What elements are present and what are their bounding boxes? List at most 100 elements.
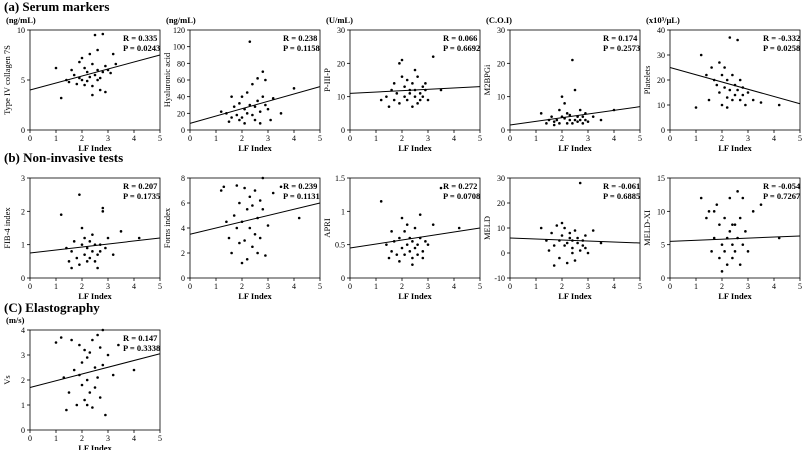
x-tick-label: 4 <box>772 134 776 143</box>
data-point <box>93 366 97 369</box>
y-tick-label: 10 <box>17 26 25 35</box>
section-title-non-invasive-tests: (b) Non-invasive tests <box>4 150 124 165</box>
section-title-elastography: (C) Elastography <box>4 300 100 315</box>
x-tick-label: 1 <box>214 282 218 291</box>
x-tick-label: 5 <box>798 134 802 143</box>
data-point <box>403 85 406 88</box>
data-point <box>238 102 241 105</box>
x-tick-label: 2 <box>560 134 564 143</box>
data-point <box>230 95 233 98</box>
data-point <box>96 78 99 82</box>
p-value: P = 0.0708 <box>443 191 480 201</box>
data-point <box>256 99 259 103</box>
y-axis-label: APRI <box>322 218 332 238</box>
x-axis-label: LF Index <box>238 143 272 153</box>
data-point <box>718 91 721 94</box>
data-point <box>80 78 84 82</box>
data-point <box>251 82 254 86</box>
data-point <box>547 249 551 252</box>
data-point <box>581 239 585 242</box>
data-point <box>555 224 559 227</box>
data-point <box>264 78 267 82</box>
x-tick-label: 4 <box>452 134 456 143</box>
data-point <box>101 210 105 213</box>
data-point <box>565 122 569 125</box>
data-point <box>728 36 732 39</box>
x-tick-label: 0 <box>508 134 512 143</box>
x-axis-label: LF Index <box>718 143 752 153</box>
y-tick-label: 10 <box>497 224 505 233</box>
data-point <box>563 102 566 105</box>
data-point <box>576 120 579 123</box>
data-point <box>219 189 223 192</box>
x-tick-label: 3 <box>106 282 110 291</box>
data-point <box>83 398 86 402</box>
x-tick-label: 0 <box>348 134 352 143</box>
y-tick-label: 5 <box>661 241 665 250</box>
x-tick-label: 0 <box>28 282 32 291</box>
data-point <box>398 236 401 240</box>
data-point <box>720 243 724 246</box>
data-point <box>741 93 745 97</box>
data-point <box>96 253 99 256</box>
data-point <box>258 122 262 125</box>
data-point <box>385 95 388 98</box>
data-point <box>746 250 750 253</box>
x-tick-label: 2 <box>240 134 244 143</box>
data-point <box>424 82 427 85</box>
x-tick-label: 1 <box>374 134 378 143</box>
data-point <box>416 102 419 105</box>
r-value: R = -0.054 <box>763 181 801 191</box>
x-tick-label: 3 <box>426 282 430 291</box>
data-point <box>248 103 252 107</box>
data-point <box>93 33 97 37</box>
data-point <box>578 108 582 112</box>
data-point <box>240 220 244 224</box>
plot-frame-m2bpgi <box>509 29 641 131</box>
data-point <box>111 373 115 377</box>
data-point <box>405 223 409 226</box>
data-point <box>558 256 561 260</box>
data-point <box>563 244 566 247</box>
data-point <box>271 97 275 100</box>
y-tick-label: 0 <box>181 274 185 283</box>
data-point <box>457 226 461 230</box>
data-point <box>723 250 726 253</box>
data-point <box>728 230 732 233</box>
data-point <box>83 348 86 352</box>
data-point <box>70 266 73 270</box>
data-point <box>584 234 587 237</box>
unit-label: (ng/mL) <box>166 15 196 25</box>
data-point <box>117 343 120 347</box>
unit-label: (ng/mL) <box>6 15 36 25</box>
data-point <box>78 263 81 266</box>
data-point <box>98 250 102 253</box>
data-point <box>96 68 99 72</box>
data-point <box>731 73 734 77</box>
y-axis-label: M2BPGi <box>482 64 492 95</box>
data-point <box>91 93 94 97</box>
data-point <box>253 232 257 236</box>
data-point <box>59 213 63 216</box>
data-point <box>731 223 734 226</box>
x-axis-label: LF Index <box>398 291 432 301</box>
data-point <box>54 66 58 70</box>
x-tick-label: 0 <box>348 282 352 291</box>
data-point <box>571 122 574 125</box>
x-tick-label: 1 <box>694 282 698 291</box>
p-value: P = 0.2573 <box>603 43 640 53</box>
data-point <box>261 176 265 180</box>
data-point <box>550 231 553 235</box>
data-point <box>733 223 737 226</box>
p-value: P = 0.6885 <box>603 191 640 201</box>
data-point <box>256 251 259 255</box>
data-point <box>710 66 713 69</box>
data-point <box>385 243 388 246</box>
data-point <box>240 116 244 119</box>
data-point <box>261 70 265 73</box>
p-value: P = 0.1158 <box>283 43 320 53</box>
data-point <box>545 122 548 125</box>
data-point <box>725 106 729 109</box>
data-point <box>96 266 99 270</box>
data-point <box>101 363 105 367</box>
